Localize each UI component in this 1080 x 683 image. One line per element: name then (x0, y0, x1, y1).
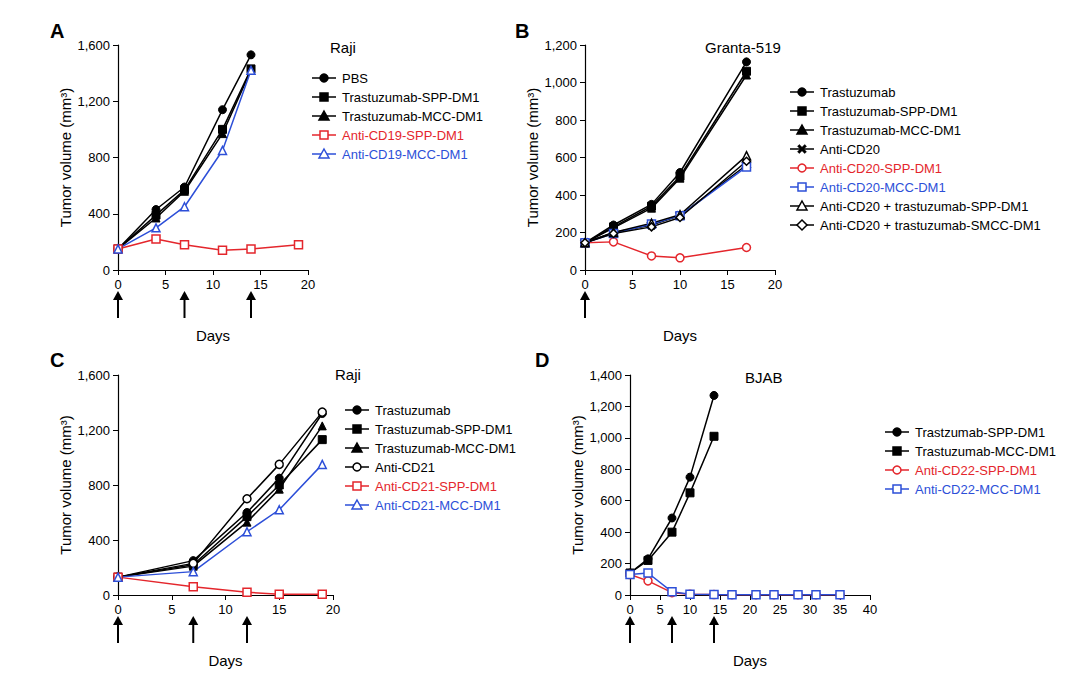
svg-text:1,200: 1,200 (77, 423, 110, 438)
svg-text:0: 0 (626, 602, 633, 617)
svg-text:0: 0 (570, 263, 577, 278)
svg-text:20: 20 (301, 277, 315, 292)
svg-text:Days: Days (208, 652, 242, 669)
svg-text:Trastuzumab-SPP-DM1: Trastuzumab-SPP-DM1 (820, 104, 958, 119)
svg-text:5: 5 (168, 602, 175, 617)
svg-text:10: 10 (673, 277, 687, 292)
svg-text:1,000: 1,000 (544, 75, 577, 90)
svg-text:15: 15 (272, 602, 286, 617)
svg-text:1,200: 1,200 (77, 94, 110, 109)
svg-text:0: 0 (103, 263, 110, 278)
svg-text:400: 400 (88, 206, 110, 221)
svg-text:1,000: 1,000 (589, 430, 622, 445)
svg-text:10: 10 (683, 602, 697, 617)
svg-text:Anti-CD22-MCC-DM1: Anti-CD22-MCC-DM1 (915, 482, 1041, 497)
svg-text:0: 0 (114, 602, 121, 617)
svg-text:600: 600 (600, 493, 622, 508)
svg-text:200: 200 (600, 556, 622, 571)
svg-text:20: 20 (768, 277, 782, 292)
svg-text:Tumor volume (mm³): Tumor volume (mm³) (569, 415, 586, 554)
svg-text:5: 5 (162, 277, 169, 292)
svg-text:15: 15 (713, 602, 727, 617)
svg-text:Anti-CD20-SPP-DM1: Anti-CD20-SPP-DM1 (820, 161, 942, 176)
svg-text:Trastuzumab-SPP-DM1: Trastuzumab-SPP-DM1 (375, 422, 513, 437)
svg-text:Anti-CD19-MCC-DM1: Anti-CD19-MCC-DM1 (342, 147, 468, 162)
svg-text:400: 400 (555, 188, 577, 203)
svg-text:Tumor volume (mm³): Tumor volume (mm³) (57, 415, 74, 554)
svg-text:Tumor volume (mm³): Tumor volume (mm³) (524, 88, 541, 227)
svg-text:30: 30 (803, 602, 817, 617)
svg-text:C: C (50, 349, 64, 371)
svg-text:5: 5 (656, 602, 663, 617)
svg-text:10: 10 (218, 602, 232, 617)
svg-text:0: 0 (114, 277, 121, 292)
svg-text:Anti-CD21-MCC-DM1: Anti-CD21-MCC-DM1 (375, 498, 501, 513)
svg-text:Trastzumab-SPP-DM1: Trastzumab-SPP-DM1 (915, 425, 1045, 440)
svg-text:20: 20 (743, 602, 757, 617)
svg-text:BJAB: BJAB (745, 369, 783, 386)
svg-text:Anti-CD20 + trastuzumab-SMCC-D: Anti-CD20 + trastuzumab-SMCC-DM1 (820, 218, 1041, 233)
svg-text:600: 600 (555, 150, 577, 165)
svg-text:5: 5 (629, 277, 636, 292)
svg-text:800: 800 (88, 478, 110, 493)
svg-text:Raji: Raji (335, 366, 361, 383)
svg-text:Anti-CD21-SPP-DM1: Anti-CD21-SPP-DM1 (375, 479, 497, 494)
svg-text:D: D (535, 349, 549, 371)
svg-text:Anti-CD21: Anti-CD21 (375, 460, 435, 475)
svg-text:25: 25 (773, 602, 787, 617)
svg-text:Raji: Raji (330, 39, 356, 56)
svg-text:Trastuzumab-SPP-DM1: Trastuzumab-SPP-DM1 (342, 90, 480, 105)
svg-text:40: 40 (863, 602, 877, 617)
svg-text:15: 15 (253, 277, 267, 292)
svg-text:Trastuzumab: Trastuzumab (375, 403, 450, 418)
svg-text:PBS: PBS (342, 71, 368, 86)
svg-text:Trastuzumab-MCC-DM1: Trastuzumab-MCC-DM1 (820, 123, 961, 138)
svg-text:1,600: 1,600 (77, 38, 110, 53)
svg-text:35: 35 (833, 602, 847, 617)
svg-text:1,600: 1,600 (77, 368, 110, 383)
svg-text:Days: Days (663, 327, 697, 344)
svg-text:800: 800 (88, 150, 110, 165)
svg-text:10: 10 (206, 277, 220, 292)
svg-text:Anti-CD19-SPP-DM1: Anti-CD19-SPP-DM1 (342, 128, 464, 143)
svg-text:800: 800 (600, 462, 622, 477)
svg-text:1,200: 1,200 (589, 399, 622, 414)
svg-text:Days: Days (196, 327, 230, 344)
svg-text:B: B (515, 20, 529, 42)
svg-text:Days: Days (733, 652, 767, 669)
svg-text:0: 0 (615, 588, 622, 603)
svg-text:20: 20 (326, 602, 340, 617)
svg-text:800: 800 (555, 113, 577, 128)
svg-text:400: 400 (600, 525, 622, 540)
svg-text:Granta-519: Granta-519 (705, 39, 781, 56)
svg-text:Anti-CD20-MCC-DM1: Anti-CD20-MCC-DM1 (820, 180, 946, 195)
svg-text:Trastuzumab-MCC-DM1: Trastuzumab-MCC-DM1 (342, 109, 483, 124)
svg-text:Trastuzumab-MCC-DM1: Trastuzumab-MCC-DM1 (375, 441, 516, 456)
svg-text:200: 200 (555, 225, 577, 240)
svg-text:1,200: 1,200 (544, 38, 577, 53)
svg-text:0: 0 (103, 588, 110, 603)
svg-text:1,400: 1,400 (589, 368, 622, 383)
svg-text:15: 15 (720, 277, 734, 292)
svg-text:A: A (50, 20, 64, 42)
svg-text:Trastuzumab-MCC-DM1: Trastuzumab-MCC-DM1 (915, 444, 1056, 459)
svg-text:Anti-CD22-SPP-DM1: Anti-CD22-SPP-DM1 (915, 463, 1037, 478)
svg-text:Anti-CD20: Anti-CD20 (820, 142, 880, 157)
svg-text:0: 0 (581, 277, 588, 292)
svg-text:Anti-CD20 + trastuzumab-SPP-DM: Anti-CD20 + trastuzumab-SPP-DM1 (820, 199, 1028, 214)
svg-text:Trastuzumab: Trastuzumab (820, 85, 895, 100)
svg-text:400: 400 (88, 533, 110, 548)
svg-text:Tumor volume (mm³): Tumor volume (mm³) (57, 88, 74, 227)
